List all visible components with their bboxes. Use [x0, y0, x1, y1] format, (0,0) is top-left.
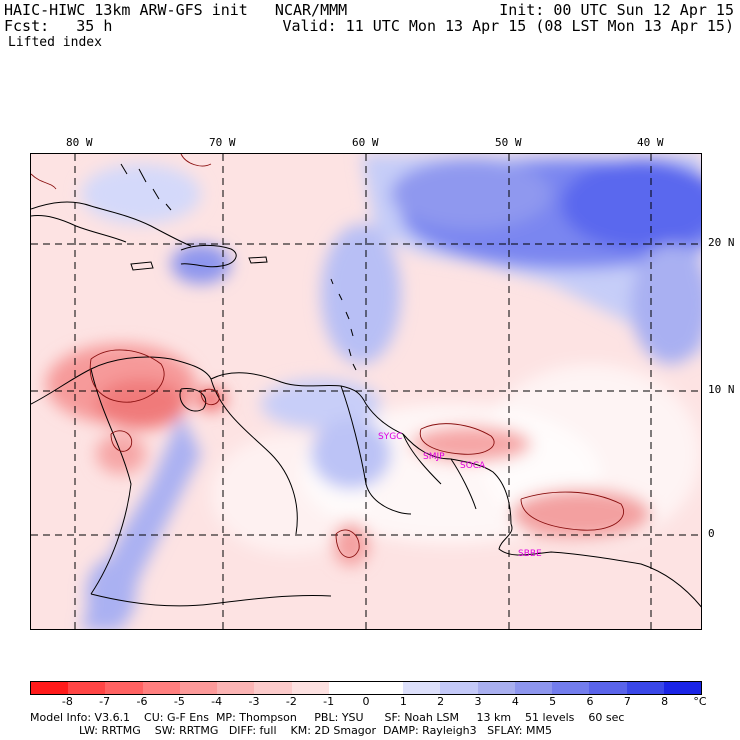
station-smjp: SMJP: [423, 452, 445, 462]
map-canvas: [31, 154, 701, 629]
lat-label-0: 0: [708, 527, 715, 540]
lat-label-20n: 20 N: [708, 236, 735, 249]
init-time: Init: 00 UTC Sun 12 Apr 15: [499, 1, 734, 19]
colorbar-cell: [440, 682, 478, 694]
station-sbbe: SBBE: [518, 549, 542, 559]
colorbar-tick-label: 0: [362, 695, 370, 708]
colorbar-cell: [179, 682, 218, 694]
model-title: HAIC-HIWC 13km ARW-GFS init NCAR/MMM: [4, 1, 348, 19]
colorbar-cell: [514, 682, 553, 694]
colorbar-cell: [663, 682, 701, 694]
model-info-line2: LW: RRTMG SW: RRTMG DIFF: full KM: 2D Sm…: [30, 724, 552, 737]
colorbar-cell: [477, 682, 515, 694]
colorbar-cell: [31, 682, 69, 694]
colorbar-cell: [328, 682, 366, 694]
colorbar-cell: [589, 682, 627, 694]
colorbar-tick-label: -2: [285, 695, 297, 708]
contour-lines: [31, 154, 624, 558]
colorbar-tick-label: 3: [474, 695, 482, 708]
colorbar-tick-label: -3: [248, 695, 260, 708]
coastlines: [31, 163, 701, 608]
colorbar-tick-label: 8: [661, 695, 669, 708]
colorbar: [30, 681, 702, 695]
colorbar-cell: [552, 682, 590, 694]
lon-label-40w: 40 W: [637, 136, 664, 149]
valid-time: Valid: 11 UTC Mon 13 Apr 15 (08 LST Mon …: [282, 17, 734, 35]
colorbar-tick-label: 4: [511, 695, 519, 708]
colorbar-tick-label: -1: [323, 695, 335, 708]
colorbar-cell: [68, 682, 106, 694]
station-soca: SOCA: [460, 461, 486, 471]
lifted-index-map: [30, 153, 702, 630]
lon-label-80w: 80 W: [66, 136, 93, 149]
colorbar-cell: [142, 682, 180, 694]
colorbar-cell: [105, 682, 143, 694]
forecast-hour: Fcst: 35 h: [4, 17, 113, 35]
colorbar-cell: [254, 682, 292, 694]
colorbar-tick-label: -8: [61, 695, 73, 708]
colorbar-tick-label: -6: [136, 695, 148, 708]
colorbar-unit: °C: [693, 695, 707, 708]
colorbar-cell: [626, 682, 664, 694]
lon-label-70w: 70 W: [209, 136, 236, 149]
colorbar-cell: [403, 682, 441, 694]
colorbar-cell: [291, 682, 329, 694]
model-info-line1: Model Info: V3.6.1 CU: G-F Ens MP: Thomp…: [30, 711, 625, 724]
lat-label-10n: 10 N: [708, 383, 735, 396]
colorbar-tick-label: 1: [399, 695, 407, 708]
colorbar-cell: [365, 682, 404, 694]
field-shading: [46, 154, 701, 629]
station-sygc: SYGC: [378, 432, 403, 442]
colorbar-tick-label: 7: [623, 695, 631, 708]
graticule: [31, 154, 701, 629]
lon-label-60w: 60 W: [352, 136, 379, 149]
field-name: Lifted index: [8, 35, 102, 50]
colorbar-tick-label: -5: [173, 695, 185, 708]
colorbar-cell: [217, 682, 255, 694]
colorbar-tick-label: -4: [211, 695, 223, 708]
colorbar-tick-label: 2: [437, 695, 445, 708]
colorbar-tick-label: -7: [99, 695, 111, 708]
lon-label-50w: 50 W: [495, 136, 522, 149]
colorbar-tick-label: 6: [586, 695, 594, 708]
colorbar-tick-label: 5: [549, 695, 557, 708]
